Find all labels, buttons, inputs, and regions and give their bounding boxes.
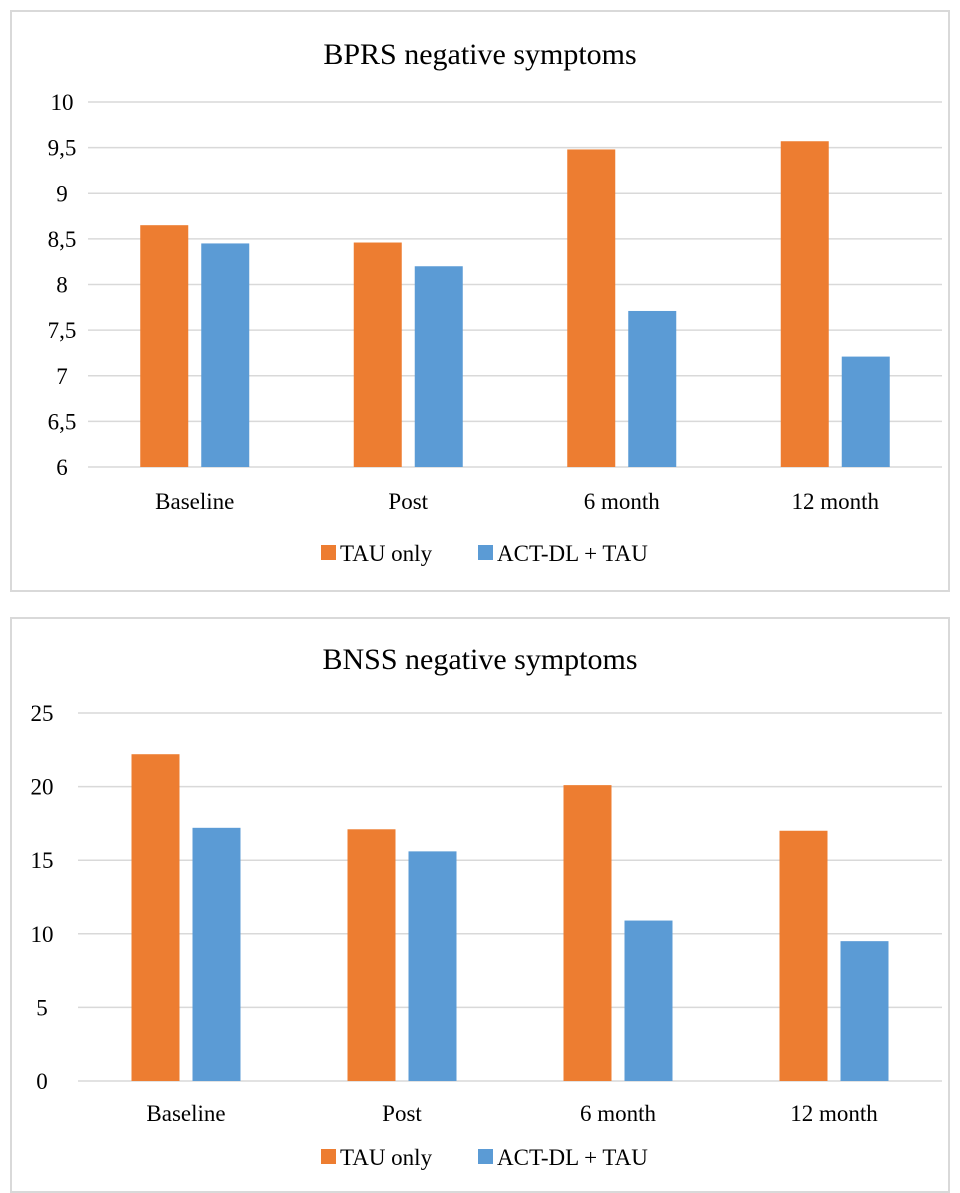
bprs-bar-act-dl-tau: [201, 243, 250, 467]
bnss-bar-act-dl-tau: [624, 920, 673, 1081]
bprs-y-tick-label: 6: [56, 455, 68, 480]
bprs-y-tick-label: 6,5: [48, 409, 77, 434]
bprs-bar-tau-only: [780, 141, 829, 468]
bprs-x-tick-label: 12 month: [791, 489, 879, 514]
bnss-bar-act-dl-tau: [840, 941, 889, 1081]
bnss-bar-tau-only: [131, 754, 180, 1081]
bprs-y-tick-label: 8: [56, 273, 68, 298]
bprs-bar-tau-only: [140, 225, 189, 467]
bnss-y-tick-label: 10: [31, 922, 54, 947]
bprs-legend-swatch-act-dl-tau: [478, 545, 493, 560]
bnss-y-tick-label: 20: [31, 775, 54, 800]
bprs-y-tick-label: 9: [56, 181, 68, 206]
bnss-y-tick-label: 15: [31, 848, 54, 873]
bnss-chart-panel: BNSS negative symptoms 0 5 10 15 20 25 Baseline…: [10, 617, 950, 1193]
bnss-chart-title: BNSS negative symptoms: [322, 643, 637, 676]
bnss-bar-act-dl-tau: [408, 851, 457, 1081]
bprs-x-tick-label: Baseline: [155, 489, 234, 514]
bprs-bar-tau-only: [567, 149, 616, 467]
bprs-bar-act-dl-tau: [628, 310, 677, 467]
bprs-legend-label-tau-only: TAU only: [340, 541, 433, 566]
bprs-y-tick-label: 7,5: [48, 318, 77, 343]
bprs-y-tick-label: 8,5: [48, 227, 77, 252]
bnss-x-tick-label: 6 month: [580, 1101, 657, 1126]
bnss-bar-tau-only: [347, 829, 396, 1081]
bnss-bar-tau-only: [563, 785, 612, 1081]
bnss-legend-label-act-dl-tau: ACT-DL + TAU: [497, 1145, 648, 1170]
bnss-chart: BNSS negative symptoms 0 5 10 15 20 25 Baseline…: [31, 643, 942, 1170]
bnss-y-tick-label: 5: [36, 995, 48, 1020]
bnss-x-tick-label: Baseline: [146, 1101, 225, 1126]
bnss-x-tick-label: 12 month: [790, 1101, 878, 1126]
bnss-y-tick-label: 0: [36, 1069, 48, 1094]
bprs-y-tick-label: 9,5: [48, 136, 77, 161]
bnss-x-tick-label: Post: [382, 1101, 422, 1126]
bprs-chart-title: BPRS negative symptoms: [323, 38, 636, 71]
bnss-legend-swatch-act-dl-tau: [478, 1149, 493, 1164]
bnss-legend-label-tau-only: TAU only: [340, 1145, 433, 1170]
bprs-y-tick-label: 10: [51, 90, 74, 115]
bprs-chart-panel: BPRS negative symptoms 6 6,5 7 7,5 8 8,5 9 9,5 10…: [10, 10, 950, 592]
bprs-y-tick-label: 7: [56, 364, 68, 389]
bprs-legend-swatch-tau-only: [321, 545, 336, 560]
bprs-x-tick-label: Post: [388, 489, 428, 514]
bprs-x-tick-label: 6 month: [584, 489, 661, 514]
bprs-bar-act-dl-tau: [841, 356, 890, 467]
bnss-legend-swatch-tau-only: [321, 1149, 336, 1164]
bprs-chart: BPRS negative symptoms 6 6,5 7 7,5 8 8,5 9 9,5 10…: [48, 38, 942, 566]
bnss-y-tick-label: 25: [31, 701, 54, 726]
bprs-legend-label-act-dl-tau: ACT-DL + TAU: [497, 541, 648, 566]
bnss-bar-tau-only: [779, 830, 828, 1081]
bprs-bar-tau-only: [353, 242, 402, 467]
bnss-bar-act-dl-tau: [192, 827, 241, 1081]
bprs-bar-act-dl-tau: [414, 266, 463, 467]
